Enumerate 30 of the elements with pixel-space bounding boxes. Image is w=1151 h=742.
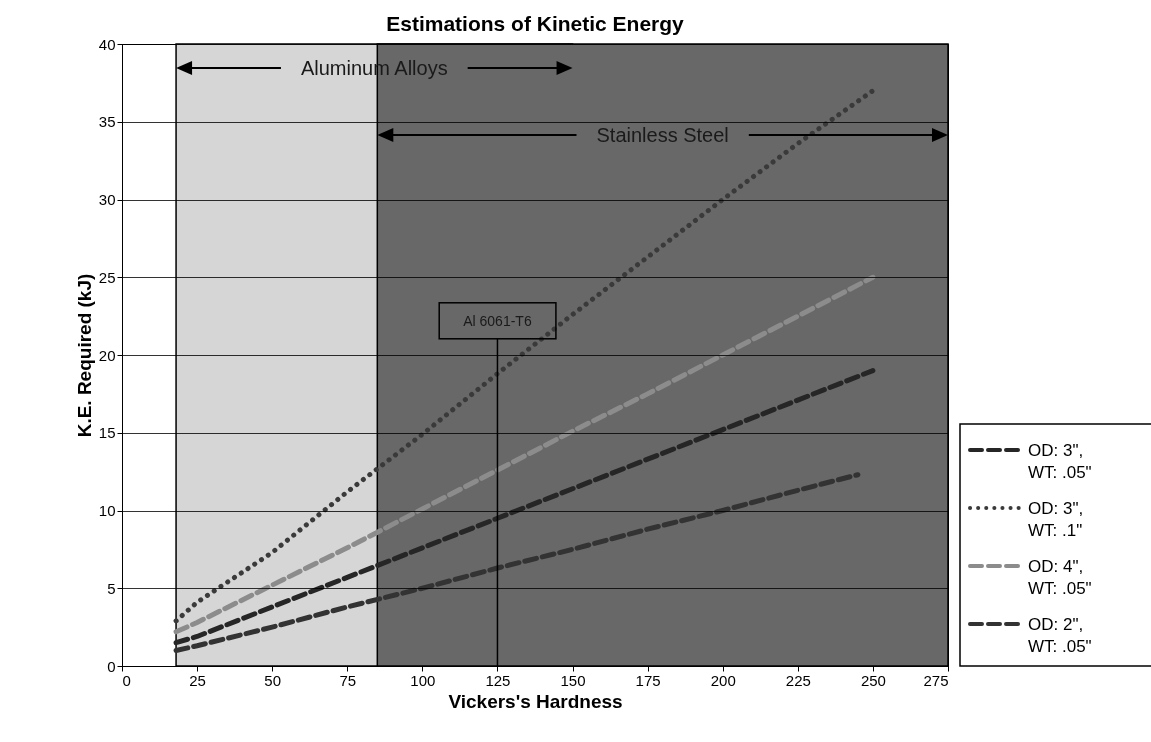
x-tick-label: 250 bbox=[860, 671, 886, 689]
x-tick-label: 275 bbox=[923, 671, 949, 689]
x-tick-label: 225 bbox=[785, 671, 811, 689]
legend-label: OD: 4", WT: .05" bbox=[1028, 557, 1092, 598]
y-tick-label: 10 bbox=[98, 502, 116, 519]
y-tick-label: 40 bbox=[98, 35, 116, 53]
x-tick-label: 125 bbox=[485, 671, 511, 689]
x-tick-label: 100 bbox=[410, 671, 436, 689]
y-tick-label: 30 bbox=[98, 191, 116, 208]
x-tick-label: 75 bbox=[339, 671, 357, 689]
y-tick-label: 25 bbox=[98, 268, 116, 286]
ref-line-label: Al 6061-T6 bbox=[463, 312, 532, 329]
y-tick-label: 15 bbox=[98, 424, 116, 442]
x-tick-label: 0 bbox=[122, 671, 131, 689]
legend-label: OD: 3", WT: .05" bbox=[1028, 441, 1092, 482]
x-tick-label: 150 bbox=[560, 671, 586, 689]
x-tick-label: 200 bbox=[710, 671, 736, 689]
y-axis-title: K.E. Required (kJ) bbox=[73, 273, 95, 438]
chart-title: Estimations of Kinetic Energy bbox=[386, 12, 685, 35]
y-tick-label: 20 bbox=[98, 346, 116, 364]
y-tick-label: 5 bbox=[107, 579, 116, 597]
y-tick-label: 35 bbox=[98, 113, 116, 131]
y-tick-label: 0 bbox=[107, 657, 116, 675]
x-axis-title: Vickers's Hardness bbox=[448, 690, 623, 712]
x-tick-label: 175 bbox=[635, 671, 661, 689]
x-tick-label: 50 bbox=[264, 671, 282, 689]
band-label: Stainless Steel bbox=[596, 124, 729, 146]
legend-label: OD: 3", WT: .1" bbox=[1028, 499, 1084, 540]
legend-label: OD: 2", WT: .05" bbox=[1028, 615, 1092, 656]
x-tick-label: 25 bbox=[189, 671, 206, 689]
